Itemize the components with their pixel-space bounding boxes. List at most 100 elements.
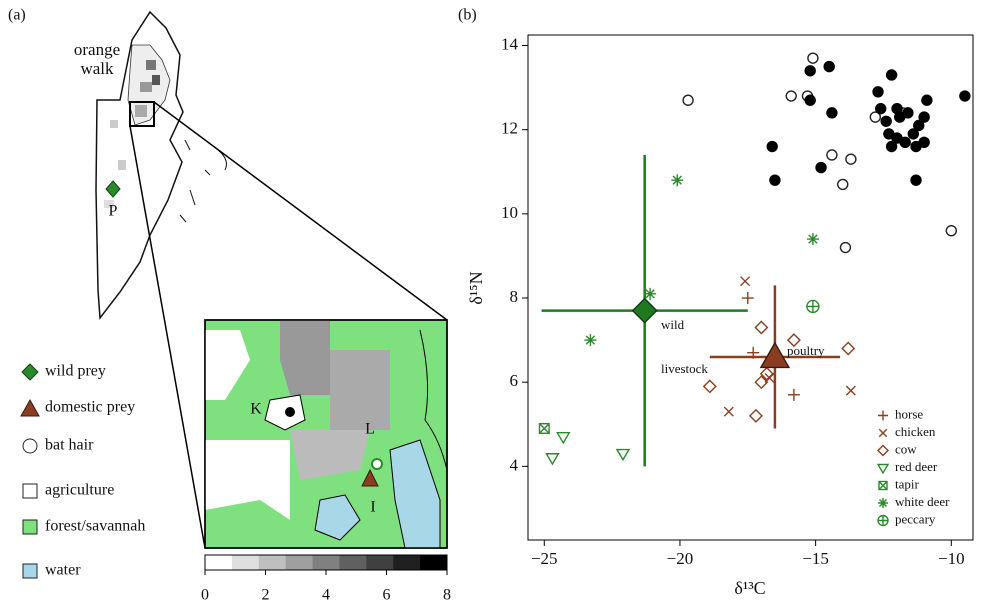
point-part [556,431,571,445]
legend-label: horse [895,406,923,421]
point [872,86,884,98]
point [766,140,778,153]
legend-label: wild prey [45,363,106,380]
colorbar-step [205,555,233,570]
point [839,241,852,254]
legend-label: chicken [895,424,936,439]
colorbar-step [366,555,394,570]
point-part [845,385,856,396]
point [837,178,849,191]
legend-label: forest/savannah [45,518,145,535]
point [806,233,819,246]
legend-marker [22,563,38,579]
country-map [95,10,448,549]
point-part [682,94,694,106]
point [894,111,906,123]
point-part [538,422,550,434]
site-marker [361,468,379,487]
legend-marker [877,514,889,527]
colorbar-tick-label: 0 [201,587,209,604]
point [615,448,631,462]
point-part [584,334,597,347]
point-part [644,287,657,300]
point [631,297,658,324]
point-part [759,366,774,381]
point [907,128,920,140]
legend-marker [20,398,40,417]
point-part [872,86,884,98]
legend-marker [878,410,888,421]
annotation: wild [661,317,685,332]
point-part [741,292,754,305]
point-part [615,448,631,462]
point-part [878,480,888,491]
point-part [945,224,957,237]
legend-label: water [45,562,81,579]
point [804,65,816,77]
point [748,408,763,423]
point-part [837,178,849,191]
point [754,375,769,390]
point-part [876,463,890,475]
point [785,90,797,102]
point [921,94,933,106]
point-part [839,241,852,254]
point [787,388,800,401]
point-part [747,346,760,359]
point-part [671,174,684,187]
legend-label: domestic prey [45,399,135,416]
point-part [806,300,819,313]
point [845,153,857,165]
point-part [723,406,734,417]
point-part [748,408,763,423]
point-part [785,90,797,102]
point [910,174,922,186]
point-part [740,276,751,287]
point [841,341,856,356]
point [538,422,550,434]
place-label-box: orange walk [74,40,120,78]
panel-label: (b) [458,7,477,24]
colorbar-tick-label: 8 [443,587,451,604]
x-tick-label: −15 [802,549,829,568]
point [545,453,560,466]
legend-marker [878,428,888,438]
point [826,149,838,161]
point [759,366,774,381]
colorbar: 0 2 4 6 8 [201,554,451,604]
point [682,94,694,106]
point-part [545,453,560,466]
colorbar-step [258,555,287,570]
legend-label: agriculture [45,482,114,499]
colorbar-step [420,555,448,570]
legend-marker [877,444,889,457]
point [913,119,925,132]
colorbar-tick-label: 4 [322,587,330,604]
plot-frame [527,34,974,541]
site-marker [105,180,121,198]
point-part [878,428,888,438]
panel-label: (a) [8,7,26,24]
site-label: I [370,499,375,516]
point-part [702,379,717,394]
legend-label: peccary [895,511,936,526]
point [747,346,760,359]
point [644,287,657,300]
point-part [907,128,920,140]
point [584,334,597,347]
point [899,136,911,149]
point-part [885,69,898,81]
colorbar-step [231,555,260,570]
point-part [959,90,971,102]
point-part [806,233,819,246]
point-part [754,375,769,390]
point [959,90,971,102]
point [702,379,717,394]
legend-marker [878,498,888,508]
site-marker [371,458,383,470]
point [769,174,781,186]
site-label: K [250,401,262,418]
point-part [807,52,819,64]
